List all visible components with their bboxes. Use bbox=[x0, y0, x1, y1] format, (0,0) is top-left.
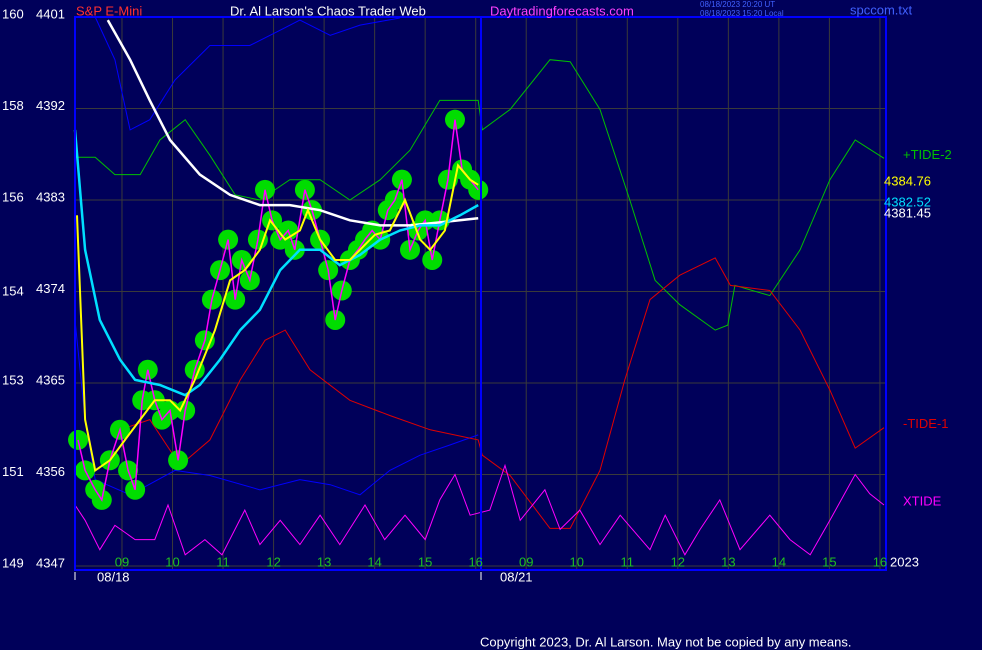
y-tick-label: 4365 bbox=[36, 372, 65, 387]
series-line bbox=[76, 163, 479, 473]
date-label: 08/21 bbox=[500, 569, 533, 584]
x-tick-label: 14 bbox=[772, 554, 786, 569]
x-tick-label: 15 bbox=[822, 554, 836, 569]
site: Daytradingforecasts.com bbox=[490, 3, 634, 18]
y2-tick-label: 151 bbox=[2, 464, 24, 479]
last-value-label: 4381.45 bbox=[884, 205, 931, 220]
series-line bbox=[73, 129, 479, 397]
symbol: S&P E-Mini bbox=[76, 3, 142, 18]
x-tick-label: 09 bbox=[519, 554, 533, 569]
timestamp: 08/18/2023 20:20 UT bbox=[700, 0, 775, 9]
timestamp: 08/18/2023 15:20 Local bbox=[700, 9, 784, 18]
x-tick-label: 09 bbox=[115, 554, 129, 569]
x-tick-label: 16 bbox=[873, 554, 887, 569]
series-name: -TIDE-1 bbox=[903, 416, 949, 431]
x-tick-label: 11 bbox=[216, 554, 230, 569]
y-tick-label: 4347 bbox=[36, 555, 65, 570]
series-line bbox=[74, 463, 885, 556]
x-tick-label: 13 bbox=[317, 554, 331, 569]
chart-title: Dr. Al Larson's Chaos Trader Web bbox=[230, 3, 426, 18]
plot bbox=[68, 16, 885, 556]
y-tick-label: 4356 bbox=[36, 464, 65, 479]
file-name: spccom.txt bbox=[850, 2, 913, 17]
grid bbox=[75, 16, 886, 570]
series-line bbox=[77, 119, 479, 502]
series-line bbox=[106, 19, 479, 227]
x-tick-label: 16 bbox=[468, 554, 482, 569]
series-name: +TIDE-2 bbox=[903, 147, 952, 162]
y-tick-label: 4374 bbox=[36, 281, 65, 296]
copyright: Copyright 2023, Dr. Al Larson. May not b… bbox=[480, 634, 851, 649]
x-tick-label: 11 bbox=[621, 554, 635, 569]
y2-tick-label: 154 bbox=[2, 283, 24, 298]
y2-tick-label: 156 bbox=[2, 190, 24, 205]
series-line bbox=[94, 16, 400, 131]
x-tick-label: 12 bbox=[671, 554, 685, 569]
y-tick-label: 4401 bbox=[36, 6, 65, 21]
y2-tick-label: 153 bbox=[2, 372, 24, 387]
x-tick-label: 10 bbox=[165, 554, 179, 569]
series-line bbox=[119, 257, 885, 529]
y-tick-label: 4392 bbox=[36, 98, 65, 113]
x-tick-label: 12 bbox=[266, 554, 280, 569]
x-tick-label: 10 bbox=[570, 554, 584, 569]
y2-tick-label: 160 bbox=[2, 6, 24, 21]
y-tick-label: 4383 bbox=[36, 189, 65, 204]
x-tick-label: 14 bbox=[367, 554, 381, 569]
last-value-label: 4382.52 bbox=[884, 194, 931, 209]
last-value-label: 4384.76 bbox=[884, 173, 931, 188]
series-name: XTIDE bbox=[903, 493, 942, 508]
y2-tick-label: 158 bbox=[2, 98, 24, 113]
y2-tick-label: 149 bbox=[2, 555, 24, 570]
x-tick-label: 15 bbox=[418, 554, 432, 569]
price-marker bbox=[468, 179, 489, 200]
year: 2023 bbox=[890, 554, 919, 569]
date-label: 08/18 bbox=[97, 569, 130, 584]
x-tick-label: 13 bbox=[721, 554, 735, 569]
